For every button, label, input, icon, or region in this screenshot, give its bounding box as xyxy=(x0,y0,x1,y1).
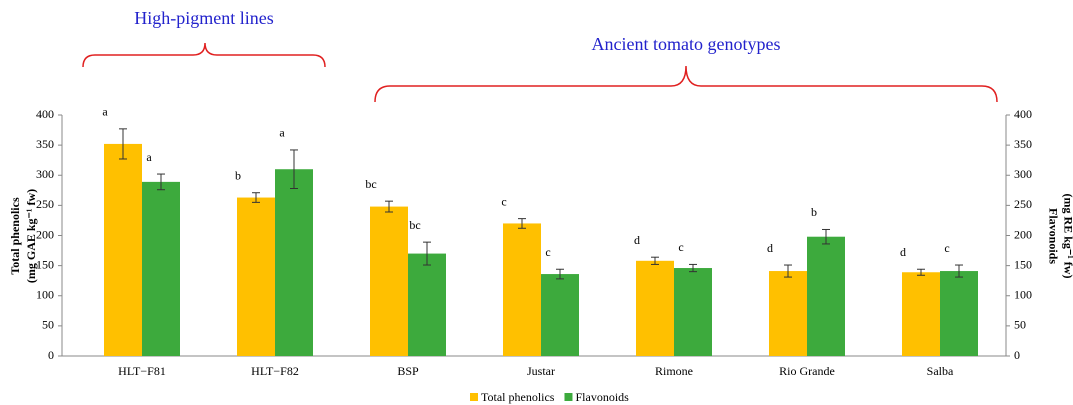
error-bar xyxy=(290,149,298,190)
error-bar xyxy=(423,241,431,266)
error-bar xyxy=(119,128,127,160)
y2-tick-label: 0 xyxy=(1014,348,1020,362)
error-bar xyxy=(784,264,792,278)
significance-letter: bc xyxy=(409,218,420,232)
significance-letter: bc xyxy=(365,177,376,191)
group-brace xyxy=(82,42,326,68)
annotation: High-pigment lines xyxy=(134,8,273,28)
y-axis-label: (mg GAE kg⁻¹ fw) xyxy=(24,189,38,283)
bar xyxy=(370,206,408,356)
error-bar xyxy=(651,256,659,265)
legend-label: Total phenolics xyxy=(481,390,555,404)
error-bar xyxy=(385,200,393,213)
significance-letter: d xyxy=(900,245,906,259)
significance-letter: d xyxy=(767,241,773,255)
y-tick-label: 50 xyxy=(42,318,54,332)
y2-tick-label: 300 xyxy=(1014,167,1032,181)
y2-tick-label: 350 xyxy=(1014,137,1032,151)
x-tick-label: Rimone xyxy=(655,364,693,378)
bar xyxy=(541,274,579,356)
bar xyxy=(636,260,674,356)
legend-swatch xyxy=(470,393,478,401)
error-bar xyxy=(955,264,963,278)
y2-tick-label: 400 xyxy=(1014,107,1032,121)
error-bar xyxy=(157,173,165,191)
y2-axis-label: (mg RE kg⁻¹ fw) xyxy=(1061,194,1073,279)
y2-tick-label: 150 xyxy=(1014,257,1032,271)
legend-label: Flavonoids xyxy=(575,390,629,404)
error-bar xyxy=(917,268,925,276)
bar xyxy=(142,181,180,356)
significance-letter: a xyxy=(146,150,152,164)
bar xyxy=(769,271,807,356)
y-tick-label: 100 xyxy=(36,288,54,302)
bar xyxy=(902,272,940,356)
bar xyxy=(237,197,275,356)
error-bar xyxy=(518,218,526,229)
bar xyxy=(940,271,978,356)
x-tick-label: Salba xyxy=(927,364,954,378)
y-tick-label: 400 xyxy=(36,107,54,121)
y-tick-label: 150 xyxy=(36,257,54,271)
y-axis-label: Total phenolics xyxy=(8,197,22,275)
error-bar xyxy=(689,263,697,273)
group-brace xyxy=(374,65,998,103)
bar xyxy=(104,143,142,356)
significance-letter: a xyxy=(102,105,108,119)
y2-tick-label: 200 xyxy=(1014,227,1032,241)
y-tick-label: 0 xyxy=(48,348,54,362)
legend-swatch xyxy=(564,393,573,401)
significance-letter: c xyxy=(501,194,506,208)
x-tick-label: HLT−F81 xyxy=(118,364,166,378)
error-bar xyxy=(252,192,260,203)
bar xyxy=(275,169,313,356)
significance-letter: b xyxy=(235,168,241,182)
bar xyxy=(503,223,541,356)
y2-tick-label: 250 xyxy=(1014,197,1032,211)
bar xyxy=(674,268,712,356)
y-tick-label: 350 xyxy=(36,137,54,151)
error-bar xyxy=(556,268,564,280)
x-tick-label: HLT−F82 xyxy=(251,364,299,378)
significance-letter: c xyxy=(678,240,683,254)
significance-letter: a xyxy=(279,126,285,140)
y2-tick-label: 100 xyxy=(1014,288,1032,302)
significance-letter: c xyxy=(545,245,550,259)
annotation: Ancient tomato genotypes xyxy=(592,34,781,54)
significance-letter: b xyxy=(811,205,817,219)
significance-letter: d xyxy=(634,233,640,247)
significance-letter: c xyxy=(944,241,949,255)
x-tick-label: Rio Grande xyxy=(779,364,835,378)
y2-axis-label: Flavonoids xyxy=(1046,208,1060,264)
y-tick-label: 200 xyxy=(36,227,54,241)
error-bar xyxy=(822,228,830,245)
x-tick-label: BSP xyxy=(397,364,419,378)
bar xyxy=(807,236,845,356)
y2-tick-label: 50 xyxy=(1014,318,1026,332)
bar xyxy=(408,253,446,356)
x-tick-label: Justar xyxy=(527,364,555,378)
y-tick-label: 250 xyxy=(36,197,54,211)
y-tick-label: 300 xyxy=(36,167,54,181)
